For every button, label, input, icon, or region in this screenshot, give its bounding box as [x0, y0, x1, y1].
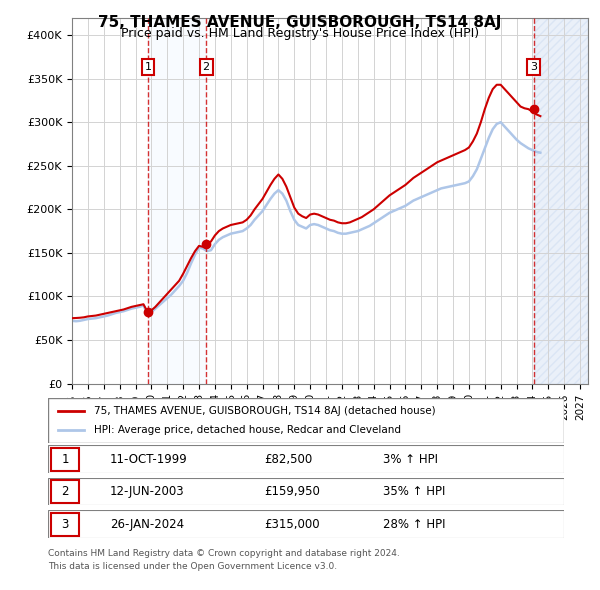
FancyBboxPatch shape [48, 478, 564, 506]
Text: HPI: Average price, detached house, Redcar and Cleveland: HPI: Average price, detached house, Redc… [94, 425, 401, 435]
FancyBboxPatch shape [48, 510, 564, 538]
Bar [533, 18, 588, 384]
Text: 12-JUN-2003: 12-JUN-2003 [110, 485, 185, 498]
FancyBboxPatch shape [50, 448, 79, 471]
Text: Price paid vs. HM Land Registry's House Price Index (HPI): Price paid vs. HM Land Registry's House … [121, 27, 479, 40]
Text: 75, THAMES AVENUE, GUISBOROUGH, TS14 8AJ: 75, THAMES AVENUE, GUISBOROUGH, TS14 8AJ [98, 15, 502, 30]
FancyBboxPatch shape [50, 480, 79, 503]
Text: Contains HM Land Registry data © Crown copyright and database right 2024.: Contains HM Land Registry data © Crown c… [48, 549, 400, 558]
Bar [148, 18, 206, 384]
Text: £82,500: £82,500 [265, 453, 313, 466]
Text: £159,950: £159,950 [265, 485, 320, 498]
Text: 2: 2 [61, 485, 69, 498]
Text: 28% ↑ HPI: 28% ↑ HPI [383, 517, 446, 530]
Text: 3: 3 [530, 62, 537, 72]
FancyBboxPatch shape [48, 398, 564, 442]
Text: 75, THAMES AVENUE, GUISBOROUGH, TS14 8AJ (detached house): 75, THAMES AVENUE, GUISBOROUGH, TS14 8AJ… [94, 406, 436, 415]
FancyBboxPatch shape [50, 513, 79, 536]
Text: 1: 1 [145, 62, 151, 72]
FancyBboxPatch shape [48, 445, 564, 473]
Text: 2: 2 [203, 62, 210, 72]
Text: 11-OCT-1999: 11-OCT-1999 [110, 453, 188, 466]
Text: 1: 1 [61, 453, 69, 466]
Text: £315,000: £315,000 [265, 517, 320, 530]
Text: 3% ↑ HPI: 3% ↑ HPI [383, 453, 439, 466]
Text: 3: 3 [61, 517, 69, 530]
Text: This data is licensed under the Open Government Licence v3.0.: This data is licensed under the Open Gov… [48, 562, 337, 571]
Text: 35% ↑ HPI: 35% ↑ HPI [383, 485, 446, 498]
Text: 26-JAN-2024: 26-JAN-2024 [110, 517, 184, 530]
